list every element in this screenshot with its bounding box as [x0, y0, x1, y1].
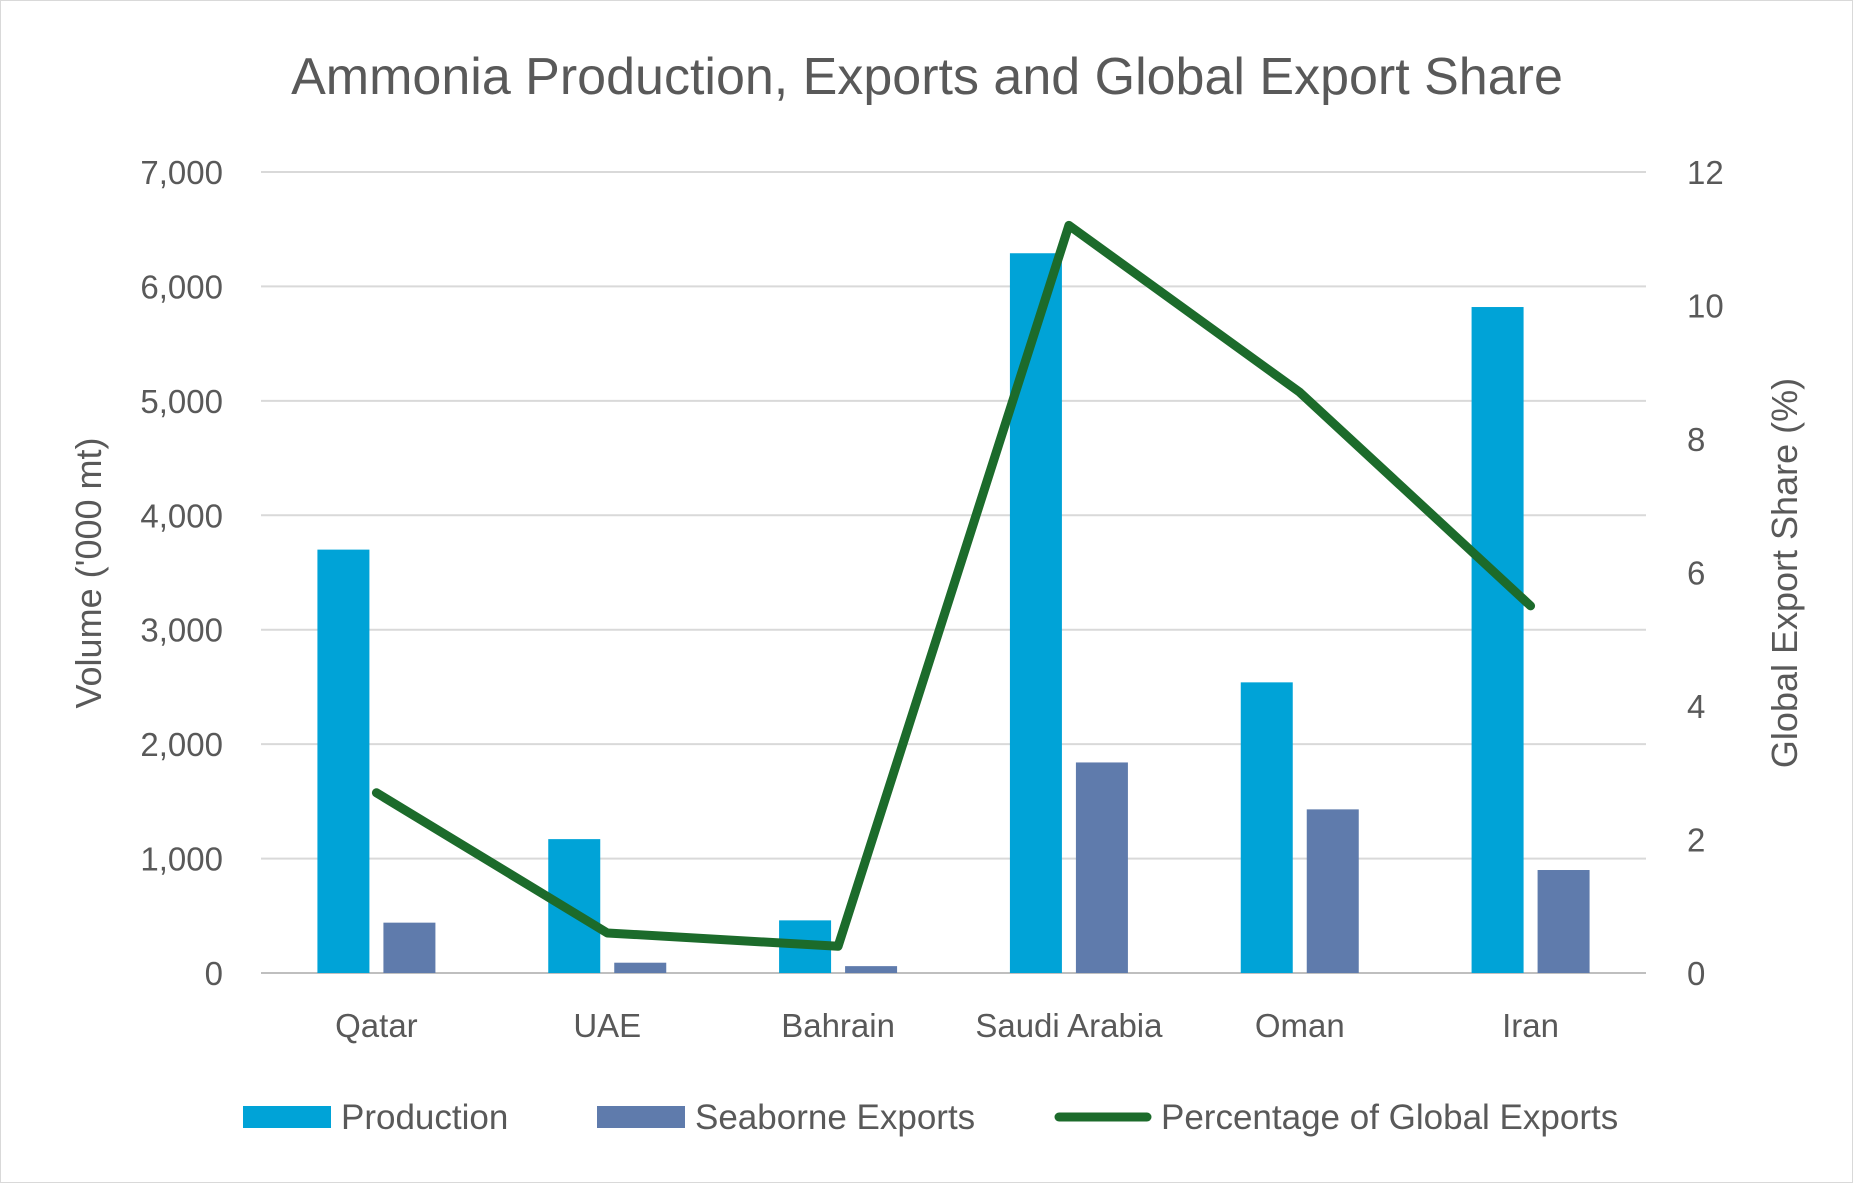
legend-label: Production	[341, 1098, 508, 1137]
bar-production-iran	[1472, 307, 1524, 973]
left-tick-label: 1,000	[140, 841, 223, 878]
right-tick-label: 12	[1687, 154, 1724, 191]
legend-swatch	[243, 1106, 331, 1128]
right-tick-label: 8	[1687, 421, 1705, 458]
left-axis-ticks: 0 1,000 2,000 3,000 4,000 5,000 6,000 7,000	[140, 154, 223, 992]
legend: Production Seaborne Exports Percentage of …	[243, 1098, 1618, 1137]
bar-seaborne-exports-iran	[1538, 870, 1590, 973]
chart-title: Ammonia Production, Exports and Global E…	[291, 48, 1563, 106]
category-label: Iran	[1502, 1007, 1559, 1044]
bar-production-qatar	[317, 550, 369, 973]
bar-seaborne-exports-saudi-arabia	[1076, 762, 1128, 973]
category-label: UAE	[573, 1007, 641, 1044]
right-tick-label: 6	[1687, 555, 1705, 592]
right-axis-ticks: 0 2 4 6 8 10 12	[1687, 154, 1724, 992]
left-tick-label: 3,000	[140, 612, 223, 649]
legend-swatch	[597, 1106, 685, 1128]
right-tick-label: 2	[1687, 822, 1705, 859]
left-tick-label: 7,000	[140, 154, 223, 191]
right-tick-label: 4	[1687, 688, 1705, 725]
bar-seaborne-exports-uae	[614, 963, 666, 973]
right-tick-label: 10	[1687, 288, 1724, 325]
left-tick-label: 4,000	[140, 497, 223, 534]
left-tick-label: 6,000	[140, 268, 223, 305]
bar-production-oman	[1241, 682, 1293, 973]
bar-seaborne-exports-bahrain	[845, 966, 897, 973]
category-label: Bahrain	[781, 1007, 895, 1044]
category-labels: Qatar UAE Bahrain Saudi Arabia Oman Iran	[335, 1007, 1559, 1044]
category-label: Saudi Arabia	[975, 1007, 1163, 1044]
bar-seaborne-exports-oman	[1307, 809, 1359, 973]
left-tick-label: 0	[205, 955, 223, 992]
right-axis-label: Global Export Share (%)	[1764, 378, 1805, 768]
left-tick-label: 5,000	[140, 383, 223, 420]
category-label: Oman	[1255, 1007, 1345, 1044]
right-tick-label: 0	[1687, 955, 1705, 992]
left-axis-label: Volume ('000 mt)	[68, 438, 109, 709]
bar-seaborne-exports-qatar	[383, 923, 435, 973]
bar-production-saudi-arabia	[1010, 253, 1062, 973]
legend-label: Seaborne Exports	[695, 1098, 975, 1137]
category-label: Qatar	[335, 1007, 418, 1044]
bars	[317, 253, 1589, 973]
legend-label: Percentage of Global Exports	[1161, 1098, 1618, 1137]
left-tick-label: 2,000	[140, 726, 223, 763]
